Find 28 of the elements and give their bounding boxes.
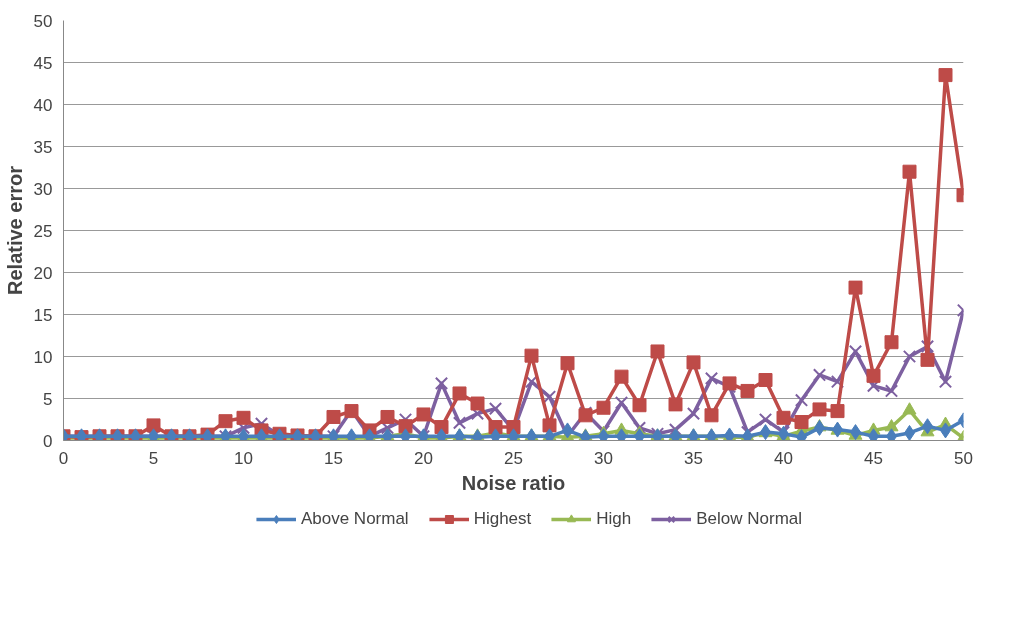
y-tick-label: 5 <box>43 389 53 409</box>
y-tick-label: 40 <box>33 95 53 115</box>
x-tick-label: 25 <box>504 448 523 468</box>
x-tick-label: 35 <box>684 448 703 468</box>
y-tick-label: 20 <box>33 263 53 283</box>
legend-label: Below Normal <box>696 508 803 529</box>
x-tick-label: 15 <box>324 448 343 468</box>
legend-label: Highest <box>473 508 532 529</box>
y-axis-title: Relative error <box>3 165 26 295</box>
y-tick-label: 15 <box>33 305 53 325</box>
x-tick-label: 45 <box>864 448 883 468</box>
x-tick-label: 20 <box>414 448 433 468</box>
y-tick-label: 25 <box>33 221 53 241</box>
y-tick-label: 30 <box>33 179 53 199</box>
y-tick-label: 50 <box>33 11 53 31</box>
x-axis-title: Noise ratio <box>461 471 566 494</box>
y-tick-label: 35 <box>33 137 53 157</box>
y-tick-label: 45 <box>33 53 53 73</box>
x-tick-label: 30 <box>594 448 613 468</box>
x-tick-label: 0 <box>58 448 69 468</box>
x-tick-label: 10 <box>234 448 253 468</box>
y-tick-label: 10 <box>33 347 53 367</box>
legend-label: Above Normal <box>300 508 409 529</box>
x-tick-label: 50 <box>954 448 973 468</box>
legend-label: High <box>596 508 632 529</box>
x-tick-label: 5 <box>148 448 159 468</box>
x-tick-label: 40 <box>774 448 793 468</box>
y-tick-label: 0 <box>43 431 53 451</box>
